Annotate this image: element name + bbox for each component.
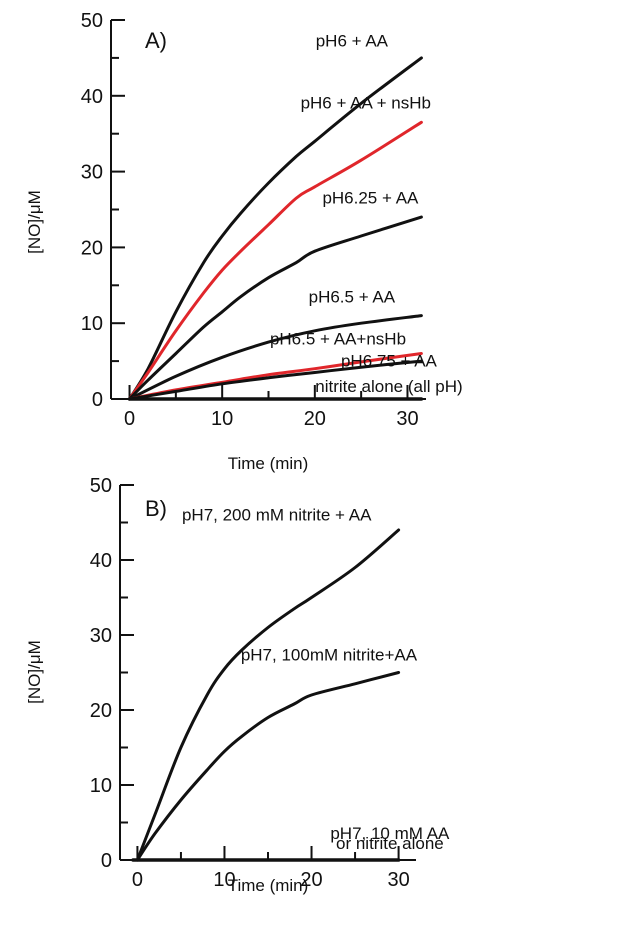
y-tick-label: 10 — [81, 313, 103, 335]
series-label: pH7, 100mM nitrite+AA — [241, 646, 418, 665]
y-tick-label: 10 — [90, 775, 112, 797]
series-line — [135, 528, 401, 862]
y-tick-label: 50 — [90, 475, 112, 497]
panel-a: 0 10 20 30 40 50 0 10 20 30 Time (min) [NO]/μM A) pH6… — [25, 10, 463, 473]
x-tick-label: 20 — [300, 869, 322, 891]
y-tick-label: 20 — [90, 700, 112, 722]
y-tick-label: 50 — [81, 10, 103, 32]
y-axis-title: [NO]/μM — [25, 190, 44, 254]
x-tick-label: 30 — [396, 408, 418, 430]
series-line — [128, 56, 423, 401]
series-label: pH7, 10 mM AA — [330, 824, 450, 843]
y-axis-title: [NO]/μM — [25, 640, 44, 704]
series-line — [135, 671, 401, 862]
series-label: pH6 + AA + nsHb — [301, 94, 431, 113]
panel-label: A) — [145, 28, 167, 53]
y-tick-label: 0 — [101, 850, 112, 872]
x-tick-label: 10 — [211, 408, 233, 430]
series-line — [128, 314, 423, 401]
y-tick-label: 0 — [92, 389, 103, 411]
series-line — [128, 359, 423, 401]
series-label: nitrite alone (all pH) — [315, 377, 462, 396]
y-tick-label: 40 — [81, 86, 103, 108]
x-tick-label: 10 — [213, 869, 235, 891]
series-line — [128, 215, 423, 401]
series-label: pH7, 200 mM nitrite + AA — [182, 505, 372, 524]
series-line — [128, 120, 423, 401]
y-tick-label: 40 — [90, 550, 112, 572]
x-axis-title: Time (min) — [228, 454, 309, 473]
x-tick-label: 20 — [304, 408, 326, 430]
series-label: pH6.5 + AA+nsHb — [270, 329, 406, 348]
x-tick-label: 0 — [132, 869, 143, 891]
y-tick-label: 30 — [81, 162, 103, 184]
panel-b: 0 10 20 30 40 50 0 10 20 30 Time (min) [NO]/μM B) pH7… — [25, 475, 450, 895]
x-axis-title: Time (min) — [228, 876, 309, 895]
series-label: pH6.5 + AA — [309, 288, 396, 307]
y-tick-label: 20 — [81, 237, 103, 259]
series-label: pH6.25 + AA — [322, 188, 419, 207]
y-tick-label: 30 — [90, 625, 112, 647]
x-tick-label: 30 — [387, 869, 409, 891]
series-label: or nitrite alone — [336, 834, 444, 853]
series-label: pH6.75 + AA — [341, 351, 438, 370]
panel-label: B) — [145, 496, 167, 521]
x-tick-label: 0 — [124, 408, 135, 430]
series-label: pH6 + AA — [316, 32, 389, 51]
